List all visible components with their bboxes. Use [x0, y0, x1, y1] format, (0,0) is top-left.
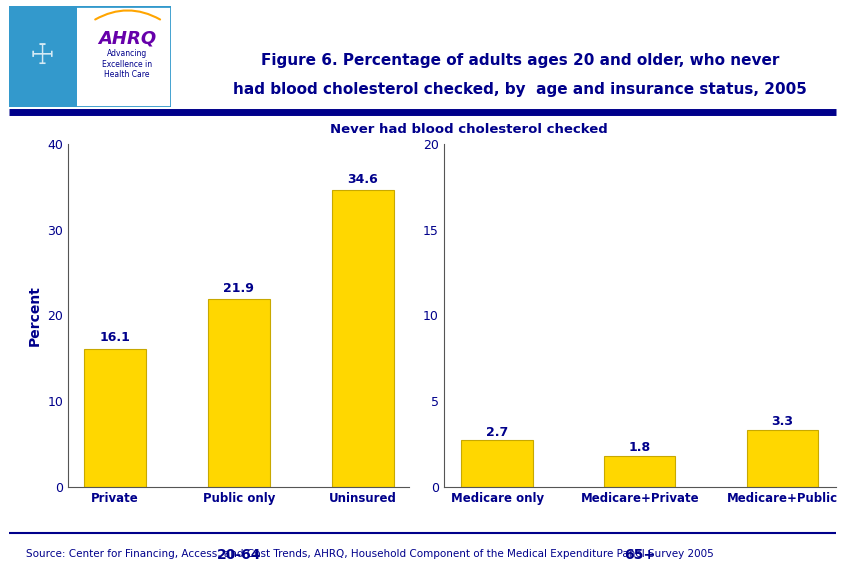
Text: 20-64: 20-64: [216, 548, 261, 562]
Bar: [9, 6, 77, 107]
Bar: [461, 441, 532, 487]
Text: Figure 6. Percentage of adults ages 20 and older, who never: Figure 6. Percentage of adults ages 20 a…: [261, 53, 779, 68]
Bar: [83, 349, 146, 487]
Text: 65+: 65+: [624, 548, 654, 562]
Bar: [603, 456, 675, 487]
Text: Advancing
Excellence in
Health Care: Advancing Excellence in Health Care: [101, 50, 152, 79]
Text: 3.3: 3.3: [770, 415, 792, 429]
Text: 34.6: 34.6: [347, 173, 377, 186]
Text: 1.8: 1.8: [628, 441, 650, 454]
Text: 2.7: 2.7: [486, 426, 508, 439]
Bar: [208, 299, 269, 487]
Text: 16.1: 16.1: [99, 332, 130, 344]
Text: had blood cholesterol checked, by  age and insurance status, 2005: had blood cholesterol checked, by age an…: [233, 82, 806, 97]
FancyBboxPatch shape: [9, 6, 170, 107]
Bar: [746, 430, 817, 487]
Text: ☩: ☩: [30, 42, 55, 70]
Y-axis label: Percent: Percent: [28, 285, 42, 346]
Text: AHRQ: AHRQ: [98, 29, 156, 47]
Bar: [331, 190, 394, 487]
Text: Never had blood cholesterol checked: Never had blood cholesterol checked: [330, 123, 607, 136]
Text: Source: Center for Financing, Access, and Cost Trends, AHRQ, Household Component: Source: Center for Financing, Access, an…: [26, 549, 712, 559]
Text: 21.9: 21.9: [223, 282, 254, 295]
